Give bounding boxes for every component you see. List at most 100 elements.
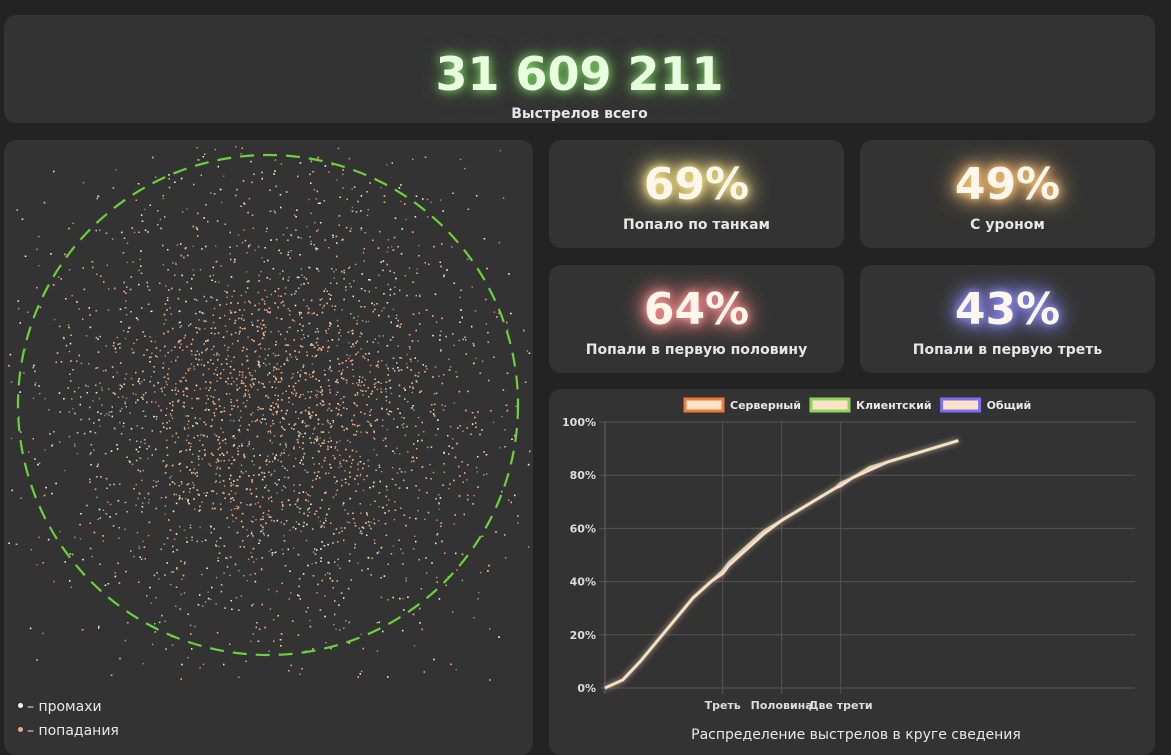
hit-point xyxy=(159,218,162,221)
miss-point xyxy=(198,319,200,321)
hit-point xyxy=(443,471,446,473)
miss-point xyxy=(353,280,355,282)
hit-point xyxy=(246,360,248,362)
hit-point xyxy=(376,454,378,456)
hit-point xyxy=(442,409,445,411)
hit-point xyxy=(348,158,351,160)
hit-point xyxy=(254,370,256,372)
hit-point xyxy=(405,577,407,580)
hit-point xyxy=(131,348,133,350)
miss-point xyxy=(298,436,300,438)
miss-point xyxy=(455,371,457,373)
hit-point xyxy=(357,351,359,353)
miss-point xyxy=(452,611,454,613)
hit-point xyxy=(339,454,341,456)
hit-point xyxy=(363,478,365,481)
hit-point xyxy=(265,423,267,425)
hit-point xyxy=(287,308,289,310)
miss-point xyxy=(88,363,90,365)
hit-point xyxy=(229,253,231,255)
hit-point xyxy=(370,423,372,425)
miss-point xyxy=(325,642,327,644)
hit-point xyxy=(366,420,369,423)
hit-point xyxy=(309,376,312,378)
miss-point xyxy=(308,511,311,513)
hit-point xyxy=(165,285,167,287)
hit-point xyxy=(426,216,429,218)
hit-point xyxy=(381,359,383,362)
hit-point xyxy=(322,404,324,406)
hit-point xyxy=(407,451,409,453)
hit-point xyxy=(355,353,358,355)
hit-point xyxy=(262,528,264,531)
hit-point xyxy=(227,355,229,357)
miss-point xyxy=(271,442,273,444)
miss-point xyxy=(499,447,501,449)
hit-point xyxy=(270,425,272,427)
hit-point xyxy=(193,389,196,392)
hit-point xyxy=(72,222,74,224)
hit-point xyxy=(246,252,248,254)
hit-point xyxy=(315,198,318,200)
miss-point xyxy=(165,319,167,321)
miss-point xyxy=(268,550,270,553)
hit-point xyxy=(374,438,376,440)
hit-point xyxy=(187,501,189,504)
miss-point xyxy=(337,147,340,150)
hit-point xyxy=(453,523,455,525)
hit-point xyxy=(438,375,440,377)
hit-point xyxy=(263,300,266,303)
miss-point xyxy=(367,465,370,467)
hit-point xyxy=(246,504,248,506)
scatter-points-group xyxy=(8,146,531,681)
miss-point xyxy=(453,402,456,404)
miss-point xyxy=(426,446,429,449)
hit-point xyxy=(319,304,321,306)
hit-point xyxy=(223,485,226,487)
hit-point xyxy=(352,382,354,385)
hit-point xyxy=(350,330,352,332)
miss-point xyxy=(212,274,215,277)
hit-point xyxy=(222,491,224,494)
miss-point xyxy=(296,276,298,278)
hit-point xyxy=(226,330,228,333)
hit-point xyxy=(458,339,460,342)
hit-point xyxy=(451,246,453,248)
hit-point xyxy=(185,372,187,375)
miss-point xyxy=(175,605,177,607)
hit-point xyxy=(169,413,172,415)
hit-point xyxy=(293,446,295,448)
miss-point xyxy=(331,305,333,307)
miss-point xyxy=(201,359,203,361)
hit-point xyxy=(229,501,232,503)
hit-point xyxy=(180,343,182,345)
hit-point xyxy=(230,490,232,492)
miss-point xyxy=(123,330,125,332)
hit-point xyxy=(188,369,190,372)
hit-point xyxy=(158,578,160,580)
miss-point xyxy=(318,270,320,272)
miss-point xyxy=(142,396,144,399)
hit-point xyxy=(344,470,346,472)
miss-point xyxy=(68,435,71,438)
hit-point xyxy=(249,244,251,246)
hit-point xyxy=(102,540,105,542)
hit-point xyxy=(298,446,301,448)
miss-point xyxy=(351,462,353,464)
hit-point xyxy=(186,439,188,441)
hit-point xyxy=(307,500,309,502)
hit-point xyxy=(375,382,377,384)
miss-point xyxy=(279,421,281,424)
hit-point xyxy=(95,367,97,369)
miss-point xyxy=(394,286,396,288)
miss-point xyxy=(169,307,171,309)
hit-point xyxy=(247,429,249,431)
miss-point xyxy=(252,516,254,518)
miss-point xyxy=(218,281,220,283)
hit-point xyxy=(102,370,105,372)
miss-point xyxy=(230,398,232,401)
miss-point xyxy=(107,309,110,311)
hit-point xyxy=(410,360,412,362)
hit-point xyxy=(380,596,383,599)
hit-point xyxy=(361,320,364,322)
